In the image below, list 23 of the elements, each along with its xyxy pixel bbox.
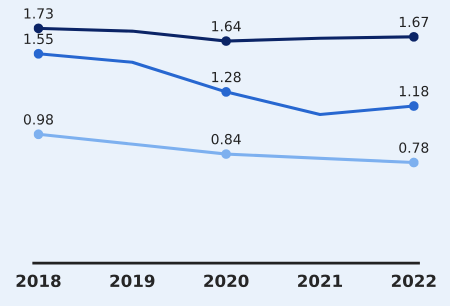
data-label: 1.18 <box>400 86 428 96</box>
x-tick-label: 2018 <box>16 274 61 288</box>
x-tick-label: 2021 <box>298 274 342 288</box>
point <box>408 101 418 111</box>
point <box>408 158 418 168</box>
point <box>221 87 231 97</box>
data-label: 0.78 <box>399 142 428 153</box>
point <box>34 129 44 140</box>
data-label: 0.98 <box>24 114 53 125</box>
point <box>221 149 231 159</box>
x-tick-label: 2020 <box>204 274 249 288</box>
data-label: 1.28 <box>212 72 241 82</box>
data-label: 1.55 <box>24 34 53 44</box>
data-label: 1.64 <box>212 20 241 32</box>
data-label: 1.67 <box>400 16 428 28</box>
point <box>408 32 418 42</box>
point <box>34 48 44 59</box>
point <box>34 23 44 34</box>
data-label: 0.84 <box>212 134 241 144</box>
point <box>221 36 231 46</box>
data-label: 1.73 <box>24 8 53 19</box>
x-tick-label: 2019 <box>110 274 154 288</box>
x-tick-label: 2022 <box>392 274 436 288</box>
